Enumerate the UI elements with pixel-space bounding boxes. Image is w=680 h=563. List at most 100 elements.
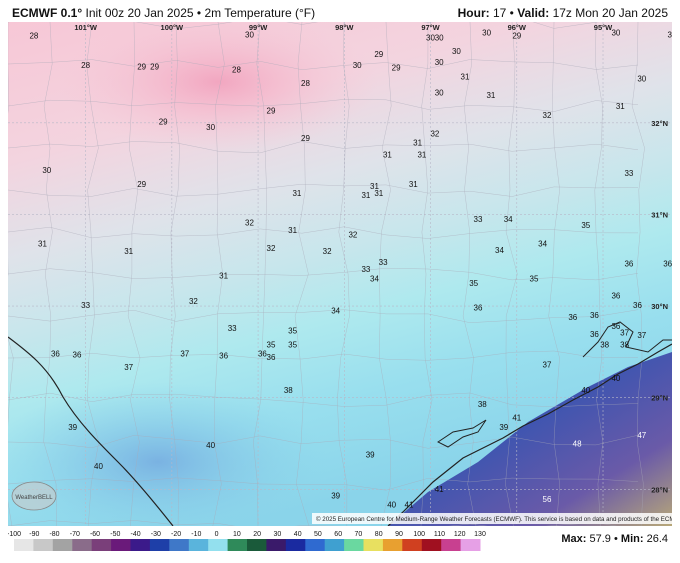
title-separator: • (196, 6, 202, 20)
colorbar-tick-label: 40 (294, 531, 302, 538)
colorbar-swatch (72, 539, 93, 551)
county-boundary (379, 22, 392, 526)
temperature-value: 39 (499, 423, 508, 432)
temperature-value: 30 (452, 47, 461, 56)
colorbar-tick-label: 50 (314, 531, 322, 538)
temperature-value: 31 (616, 102, 625, 111)
temperature-value: 35 (469, 279, 478, 288)
temperature-value: 29 (159, 118, 168, 127)
latitude-labels: 32°N 31°N 30°N 29°N 28°N (651, 119, 668, 495)
map-header: ECMWF 0.1° Init 00z 20 Jan 2025 • 2m Tem… (0, 0, 680, 22)
county-boundary (212, 22, 225, 526)
county-boundary (594, 22, 604, 526)
temperature-value: 36 (663, 260, 672, 269)
temperature-value: 37 (637, 331, 646, 340)
colorbar-tick-label: 120 (454, 531, 466, 538)
temperature-value: 31 (461, 73, 470, 82)
temperature-value: 36 (73, 350, 82, 359)
temperature-value: 35 (267, 340, 276, 349)
temperature-value: 29 (137, 63, 146, 72)
temperature-value: 36 (51, 350, 60, 359)
temperature-value: 32 (323, 247, 332, 256)
stats-separator: • (613, 533, 618, 545)
county-boundary (8, 226, 639, 239)
temperature-value: 36 (633, 301, 642, 310)
longitude-label: 100°W (161, 23, 185, 32)
temperature-value: 31 (486, 91, 495, 100)
temperature-value: 29 (392, 64, 401, 73)
temperature-value: 30 (637, 75, 646, 84)
colorbar-tick-label: 100 (413, 531, 425, 538)
model-name: ECMWF 0.1° (12, 6, 83, 20)
temperature-value: 32 (543, 111, 552, 120)
temperature-value: 33 (81, 301, 90, 310)
temperature-value: 38 (600, 340, 609, 349)
coastal-plain-shading (8, 382, 328, 526)
colorbar-swatch (91, 539, 112, 551)
temperature-value: 30 (426, 33, 435, 42)
lat-lon-grid (8, 22, 672, 526)
county-boundary (548, 22, 560, 526)
county-boundary (8, 434, 639, 449)
colorbar-tick-label: -60 (90, 531, 100, 538)
longitude-label: 95°W (594, 23, 613, 32)
temperature-value: 31 (124, 247, 133, 256)
colorbar-tick-label: 30 (274, 531, 282, 538)
colorbar-swatch (149, 539, 170, 551)
temperature-value: 30 (435, 88, 444, 97)
longitude-labels: 101°W 100°W 99°W 98°W 97°W 96°W 95°W (74, 23, 613, 32)
county-boundary (294, 22, 310, 526)
county-boundary (8, 141, 639, 154)
colorbar-swatch (441, 539, 462, 551)
temperature-value: 31 (219, 272, 228, 281)
temperature-value: 28 (301, 79, 310, 88)
county-boundary (8, 267, 639, 281)
colorbar-swatch (324, 539, 345, 551)
temperature-value: 35 (581, 221, 590, 230)
latitude-label: 28°N (651, 485, 668, 494)
temperature-value: 30 (435, 33, 444, 42)
longitude-label: 97°W (421, 23, 440, 32)
temperature-values: 2828292930282830292930303030293030303130… (29, 29, 672, 510)
temperature-value: 30 (206, 123, 215, 132)
temperature-value: 34 (331, 306, 340, 315)
field-stats: Max: 57.9 • Min: 26.4 (561, 533, 668, 545)
temperature-value: 40 (387, 501, 396, 510)
temperature-value: 32 (430, 130, 439, 139)
county-boundary (8, 99, 639, 112)
temperature-value: 36 (258, 350, 267, 359)
temperature-map[interactable]: 32°N 31°N 30°N 29°N 28°N 101°W 100°W 99°W 98°W 9… (8, 22, 672, 526)
temperature-value: 41 (512, 414, 521, 423)
colorbar-swatch (460, 539, 481, 551)
temperature-value: 35 (530, 274, 539, 283)
temperature-value: 28 (81, 61, 90, 70)
temperature-value: 39 (331, 492, 340, 501)
colorbar-swatch (52, 539, 73, 551)
colorbar-tick-label: -40 (131, 531, 141, 538)
weatherbell-logo: WeatherBELL (11, 481, 57, 511)
longitude-label: 101°W (74, 23, 98, 32)
colorbar-swatch (382, 539, 403, 551)
colorbar-swatch (247, 539, 267, 551)
temperature-value: 33 (361, 265, 370, 274)
longitude-label: 99°W (249, 23, 268, 32)
temperature-value: 39 (68, 423, 77, 432)
temperature-value: 31 (374, 189, 383, 198)
valid-label: Valid: (517, 6, 550, 20)
latitude-label: 31°N (651, 210, 668, 219)
valid-separator: • (509, 6, 514, 20)
temperature-value: 34 (504, 215, 513, 224)
colorbar-tick-label: 80 (375, 531, 383, 538)
temperature-value: 31 (383, 151, 392, 160)
temperature-value: 38 (620, 340, 629, 349)
county-boundary (8, 309, 639, 323)
colorbar-tick-label: 70 (355, 531, 363, 538)
temperature-value: 36 (611, 322, 620, 331)
temperature-value: 35 (288, 327, 297, 336)
temperature-value: 47 (637, 431, 646, 440)
temperature-value: 37 (543, 361, 552, 370)
colorbar-tick-label: -100 (8, 531, 21, 538)
county-boundary (8, 520, 618, 526)
cold-core-shading (58, 22, 378, 152)
temperature-value: 29 (267, 107, 276, 116)
